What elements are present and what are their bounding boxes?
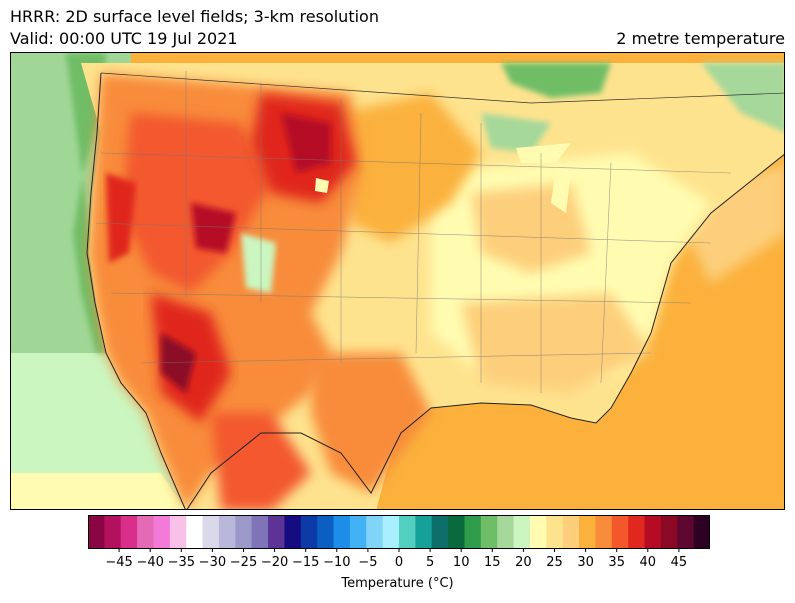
colorbar-segment: [529, 515, 547, 549]
colorbar-segments: [88, 515, 710, 549]
pacific-warm-water: [11, 353, 186, 509]
colorbar-segment: [448, 515, 465, 549]
colorbar-segment: [480, 515, 498, 549]
colorbar-tick-label: 0: [395, 555, 403, 568]
colorbar-tick-label: 35: [608, 555, 625, 568]
colorbar-segment: [546, 515, 564, 549]
colorbar-segment: [693, 515, 710, 549]
colorbar-tick-label: −30: [199, 555, 226, 568]
montana-extreme: [281, 113, 331, 173]
colorbar-ticks: −45 −40 −35 −30 −25 −20 −15 −10 −5 0 5 10 15 20 25 30 35…: [105, 548, 687, 568]
colorbar-segment: [202, 515, 220, 549]
lake-superior: [516, 143, 571, 163]
colorbar-segment: [120, 515, 138, 549]
state-borders: [95, 71, 732, 393]
rockies-cool-spot: [241, 233, 276, 293]
colorbar-segment: [104, 515, 122, 549]
colorbar-tick-group: −45 −40 −35 −30 −25 −20 −15 −10 −5 0 5 10 15 20 25 30 35…: [105, 548, 687, 568]
colorbar-label: Temperature (°C): [341, 576, 454, 591]
colorbar-tick-label: −45: [105, 555, 132, 568]
northern-plains-warm: [341, 93, 481, 243]
colorbar-tick-label: −10: [323, 555, 350, 568]
colorbar-segment: [186, 515, 204, 549]
colorbar-segment: [431, 515, 449, 549]
colorbar-tick-label: −35: [168, 555, 195, 568]
colorbar-segment: [464, 515, 482, 549]
colorbar-segment: [579, 515, 596, 549]
colorbar-segment: [284, 515, 302, 549]
colorbar-segment: [562, 515, 580, 549]
colorbar-segment: [628, 515, 646, 549]
colorbar-segment: [644, 515, 662, 549]
temperature-map: [11, 53, 784, 509]
field-name: 2 metre temperature: [616, 29, 785, 48]
colorbar-segment: [218, 515, 236, 549]
colorbar-segment: [300, 515, 318, 549]
lake-huron: [586, 168, 611, 198]
map-panel: [10, 52, 785, 510]
colorbar-segment: [399, 515, 416, 549]
california-valley-hot: [106, 173, 136, 263]
colorbar-segment: [660, 515, 678, 549]
death-valley-extreme: [161, 333, 196, 393]
canada-cool-north: [501, 63, 611, 98]
quebec-cool: [701, 63, 784, 133]
colorbar-segment: [497, 515, 515, 549]
colorbar-tick-label: −15: [292, 555, 319, 568]
colorbar-segment: [513, 515, 531, 549]
lake-superior-cool: [481, 113, 551, 153]
colorbar-tick-label: −40: [136, 555, 163, 568]
colorbar-segment: [153, 515, 171, 549]
texas-warm: [311, 353, 431, 493]
colorbar-tick-label: 40: [640, 555, 657, 568]
colorbar-tick-label: 25: [546, 555, 563, 568]
figure-title: HRRR: 2D surface level fields; 3-km reso…: [10, 6, 379, 50]
colorbar-tick-label: 10: [453, 555, 470, 568]
colorbar-segment: [611, 515, 629, 549]
colorbar-segment: [595, 515, 613, 549]
nevada-extreme: [191, 203, 236, 253]
southeast-warm: [461, 293, 651, 393]
colorbar-segment: [235, 515, 253, 549]
colorbar-tick-label: 20: [515, 555, 532, 568]
colorbar-segment: [349, 515, 367, 549]
colorbar-segment: [317, 515, 335, 549]
colorbar-segment: [88, 515, 105, 549]
mountain-cool-spot: [315, 178, 329, 193]
colorbar-segment: [251, 515, 269, 549]
colorbar-tick-label: 30: [577, 555, 594, 568]
colorbar: [88, 515, 710, 549]
mexico-hot: [211, 413, 311, 509]
canada-border: [100, 72, 784, 104]
model-description: HRRR: 2D surface level fields; 3-km reso…: [10, 7, 379, 26]
colorbar-segment: [268, 515, 285, 549]
colorbar-segment: [415, 515, 433, 549]
colorbar-tick-label: −25: [230, 555, 257, 568]
colorbar-tick-label: −5: [358, 555, 377, 568]
great-basin-hot: [121, 113, 271, 293]
valid-time: Valid: 00:00 UTC 19 Jul 2021: [10, 29, 238, 48]
colorbar-segment: [137, 515, 154, 549]
pacific-south-water: [11, 473, 185, 509]
colorbar-tick-label: 5: [426, 555, 434, 568]
colorbar-tick-label: 45: [671, 555, 688, 568]
lake-erie: [596, 203, 636, 223]
colorbar-segment: [169, 515, 187, 549]
coastlines: [86, 72, 784, 509]
colorbar-segment: [366, 515, 384, 549]
colorbar-tick-label: 15: [484, 555, 501, 568]
lake-michigan: [551, 168, 571, 213]
colorbar-segment: [333, 515, 351, 549]
colorbar-tick-label: −20: [261, 555, 288, 568]
colorbar-segment: [382, 515, 400, 549]
colorbar-segment: [677, 515, 695, 549]
